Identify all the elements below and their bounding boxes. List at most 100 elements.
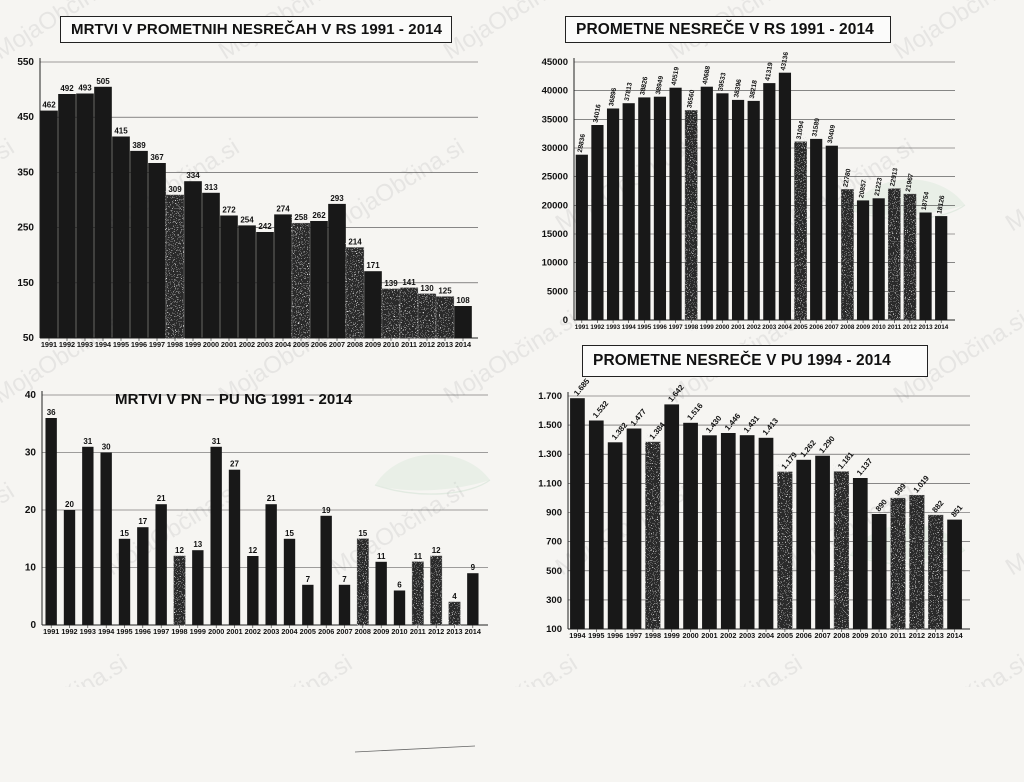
svg-text:2010: 2010 (391, 627, 407, 636)
svg-text:492: 492 (60, 84, 74, 93)
svg-text:2012: 2012 (428, 627, 444, 636)
svg-text:1999: 1999 (664, 631, 680, 640)
svg-text:20: 20 (25, 505, 37, 516)
svg-text:500: 500 (546, 566, 562, 577)
svg-text:2007: 2007 (336, 627, 352, 636)
svg-text:38218: 38218 (749, 79, 759, 99)
svg-text:258: 258 (294, 213, 308, 222)
svg-text:1.430: 1.430 (704, 413, 724, 434)
svg-text:25000: 25000 (542, 172, 568, 183)
svg-text:1994: 1994 (98, 627, 115, 636)
svg-text:1995: 1995 (637, 324, 652, 331)
svg-text:2000: 2000 (203, 340, 219, 349)
svg-text:1.431: 1.431 (742, 413, 762, 434)
svg-text:150: 150 (17, 278, 34, 289)
svg-text:1998: 1998 (167, 340, 183, 349)
svg-text:2002: 2002 (747, 324, 762, 331)
svg-text:890: 890 (874, 497, 890, 513)
svg-text:43136: 43136 (780, 51, 790, 71)
svg-text:39533: 39533 (717, 72, 727, 92)
svg-text:254: 254 (240, 215, 254, 224)
svg-text:1997: 1997 (153, 627, 169, 636)
svg-text:21223: 21223 (874, 177, 884, 197)
svg-text:31: 31 (83, 437, 92, 446)
svg-text:2004: 2004 (275, 340, 292, 349)
svg-text:900: 900 (546, 508, 562, 519)
svg-text:2008: 2008 (347, 340, 363, 349)
svg-text:313: 313 (204, 183, 218, 192)
svg-text:27: 27 (230, 460, 239, 469)
svg-text:1997: 1997 (626, 631, 642, 640)
svg-text:2014: 2014 (934, 324, 949, 331)
svg-text:1994: 1994 (569, 631, 586, 640)
svg-text:30: 30 (102, 443, 111, 452)
svg-text:15: 15 (358, 529, 367, 538)
svg-text:1.382: 1.382 (610, 420, 630, 441)
svg-text:9: 9 (471, 563, 476, 572)
svg-text:262: 262 (312, 211, 326, 220)
svg-text:350: 350 (17, 167, 34, 178)
svg-text:2005: 2005 (293, 340, 309, 349)
svg-text:2004: 2004 (281, 627, 298, 636)
svg-text:15000: 15000 (542, 229, 568, 240)
svg-text:171: 171 (366, 261, 380, 270)
svg-text:1993: 1993 (80, 627, 96, 636)
svg-text:300: 300 (546, 595, 562, 606)
svg-text:2013: 2013 (437, 340, 453, 349)
svg-text:2007: 2007 (329, 340, 345, 349)
svg-text:2013: 2013 (446, 627, 462, 636)
svg-text:2008: 2008 (833, 631, 849, 640)
svg-text:1996: 1996 (653, 324, 668, 331)
svg-text:1.137: 1.137 (855, 457, 874, 478)
svg-text:1.477: 1.477 (629, 407, 648, 428)
svg-text:139: 139 (384, 279, 398, 288)
svg-text:41319: 41319 (764, 62, 774, 82)
svg-text:882: 882 (930, 498, 946, 514)
svg-text:1992: 1992 (590, 324, 605, 331)
svg-text:31: 31 (212, 437, 221, 446)
svg-text:2014: 2014 (946, 631, 963, 640)
svg-text:2008: 2008 (355, 627, 371, 636)
svg-text:50: 50 (23, 333, 35, 344)
svg-text:1992: 1992 (59, 340, 75, 349)
svg-text:1995: 1995 (116, 627, 132, 636)
svg-text:34016: 34016 (592, 104, 602, 124)
svg-text:40688: 40688 (702, 65, 712, 85)
svg-text:30000: 30000 (542, 143, 568, 154)
svg-text:493: 493 (78, 84, 92, 93)
svg-text:1.446: 1.446 (723, 411, 743, 432)
svg-text:272: 272 (222, 206, 236, 215)
svg-text:1.300: 1.300 (538, 449, 562, 460)
svg-text:4: 4 (452, 592, 457, 601)
svg-text:1.100: 1.100 (538, 478, 562, 489)
svg-text:30: 30 (25, 448, 37, 459)
svg-text:2008: 2008 (840, 324, 855, 331)
svg-text:2000: 2000 (715, 324, 730, 331)
svg-text:2013: 2013 (928, 631, 944, 640)
svg-text:2005: 2005 (300, 627, 316, 636)
svg-text:1993: 1993 (606, 324, 621, 331)
svg-text:45000: 45000 (542, 57, 568, 68)
svg-text:11: 11 (377, 552, 386, 561)
svg-text:389: 389 (132, 141, 146, 150)
svg-text:22913: 22913 (889, 167, 899, 187)
svg-text:7: 7 (306, 575, 311, 584)
svg-text:293: 293 (330, 194, 344, 203)
svg-text:2007: 2007 (825, 324, 840, 331)
svg-text:2003: 2003 (762, 324, 777, 331)
svg-text:1996: 1996 (607, 631, 623, 640)
svg-text:28836: 28836 (577, 133, 587, 153)
svg-text:550: 550 (17, 57, 34, 68)
svg-text:1.642: 1.642 (666, 382, 686, 403)
svg-text:242: 242 (258, 222, 272, 231)
svg-text:21: 21 (267, 494, 276, 503)
svg-text:505: 505 (96, 77, 110, 86)
svg-text:18126: 18126 (936, 195, 946, 215)
svg-text:141: 141 (402, 278, 416, 287)
svg-text:2009: 2009 (365, 340, 381, 349)
svg-text:2002: 2002 (245, 627, 261, 636)
svg-text:450: 450 (17, 112, 34, 123)
svg-text:2009: 2009 (373, 627, 389, 636)
svg-text:1998: 1998 (171, 627, 187, 636)
svg-text:38949: 38949 (655, 75, 665, 95)
